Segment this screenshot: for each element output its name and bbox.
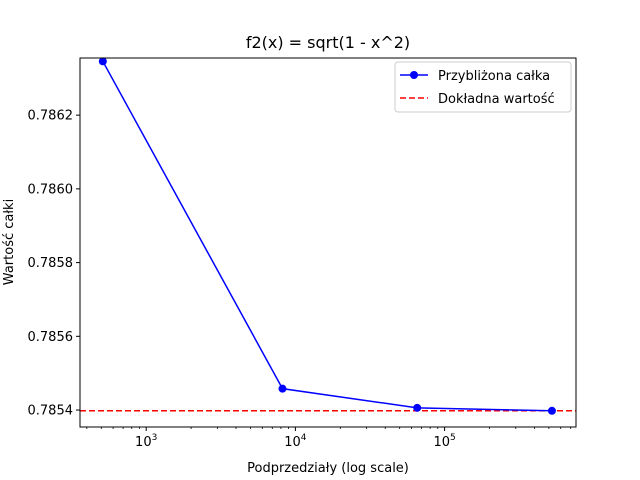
x-tick-label-0: 103 [135,433,157,450]
y-axis-label: Wartość całki [2,199,17,285]
data-point-0-3 [547,406,556,415]
x-tick-label-2: 105 [433,433,455,450]
plot-frame [79,57,577,428]
legend-label-exact: Dokładna wartość [438,92,555,107]
chart-title: f2(x) = sqrt(1 - x^2) [246,33,410,52]
legend-box [394,61,572,113]
legend: Przybliżona całka Dokładna wartość [394,61,572,113]
legend-marker-approx [410,71,418,79]
legend-label-approx: Przybliżona całka [438,69,550,84]
y-tick-label-0: 0.7854 [28,404,74,419]
data-point-0-0 [98,57,107,66]
y-tick-label-2: 0.7858 [28,256,74,271]
y-tick-label-1: 0.7856 [28,330,74,345]
y-tick-label-4: 0.7862 [28,109,74,124]
data-point-0-2 [413,403,422,412]
series-line-0 [102,60,552,412]
y-tick-label-3: 0.7860 [28,182,74,197]
x-tick-label-1: 104 [284,433,307,450]
plot-layer [80,57,576,415]
x-axis-label: Podprzedziały (log scale) [247,461,409,476]
ticks-layer: 0.7854 0.7856 0.7858 0.7860 0.7862 103 104 105 [28,109,572,450]
data-point-0-1 [278,384,287,393]
